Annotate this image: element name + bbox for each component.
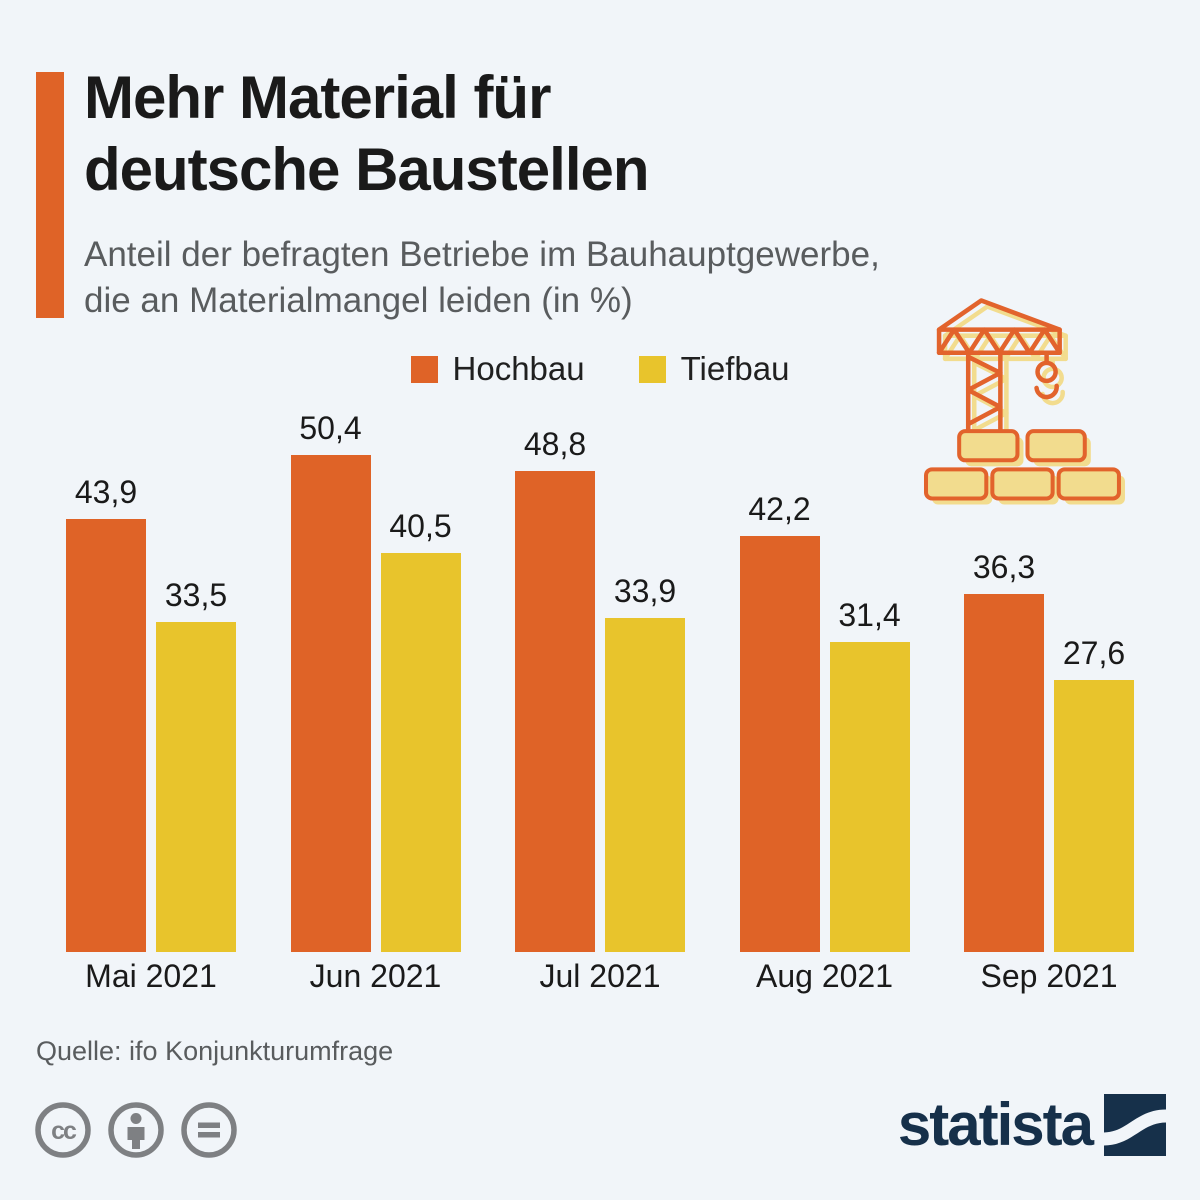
page-title: Mehr Material für deutsche Baustellen xyxy=(84,62,650,206)
subtitle-line-2: die an Materialmangel leiden (in %) xyxy=(84,280,633,320)
svg-text:cc: cc xyxy=(51,1117,77,1145)
bar-tiefbau xyxy=(1054,680,1134,952)
bar-value-label: 33,5 xyxy=(164,577,228,613)
bar-value-label: 42,2 xyxy=(748,491,811,527)
bar-column: 50,4 xyxy=(290,410,371,952)
bar-pair: 43,9 33,5 xyxy=(66,410,236,952)
chart-legend: Hochbau Tiefbau xyxy=(0,350,1200,388)
bar-hochbau xyxy=(964,594,1044,952)
bar-group: 50,4 40,5 Jun 2021 xyxy=(290,410,461,995)
bar-value-label: 31,4 xyxy=(838,597,901,633)
bar-hochbau xyxy=(290,455,371,952)
subtitle-line-1: Anteil der befragten Betriebe im Bauhaup… xyxy=(84,235,880,274)
bar-value-label: 43,9 xyxy=(74,474,138,510)
bar-column: 31,4 xyxy=(829,597,910,952)
bar-group: 36,3 27,6 Sep 2021 xyxy=(964,410,1134,995)
bar-value-label: 27,6 xyxy=(1062,635,1126,671)
bar-hochbau xyxy=(66,519,146,952)
bar-tiefbau xyxy=(829,642,910,952)
bar-column: 42,2 xyxy=(739,491,820,952)
bar-group: 48,8 33,9 Jul 2021 xyxy=(515,410,685,995)
bar-hochbau xyxy=(739,536,820,952)
bar-value-label: 33,9 xyxy=(613,573,677,609)
page-subtitle: Anteil der befragten Betriebe im Bauhaup… xyxy=(84,232,880,323)
bar-hochbau xyxy=(515,471,595,952)
legend-label: Tiefbau xyxy=(680,350,790,387)
bar-column: 27,6 xyxy=(1054,635,1134,952)
category-label: Jun 2021 xyxy=(309,958,442,994)
bar-chart: 43,9 33,5 Mai 2021 50,4 40,5 Jun 2021 48,8 33,9… xyxy=(66,410,1134,995)
bar-pair: 36,3 27,6 xyxy=(964,410,1134,952)
statista-logo: statista xyxy=(898,1094,1166,1156)
statista-s-curve-logo xyxy=(1104,1094,1166,1156)
bar-group: 43,9 33,5 Mai 2021 xyxy=(66,410,236,995)
bar-column: 43,9 xyxy=(66,474,146,952)
bar-tiefbau xyxy=(156,622,236,952)
title-line-1: Mehr Material für xyxy=(84,64,551,131)
legend-label: Hochbau xyxy=(452,350,585,387)
bar-pair: 42,2 31,4 xyxy=(739,410,910,952)
statista-wordmark: statista xyxy=(897,1091,1094,1158)
bar-pair: 48,8 33,9 xyxy=(515,410,685,952)
bar-value-label: 50,4 xyxy=(299,410,362,446)
category-label: Aug 2021 xyxy=(755,958,893,994)
category-label: Mai 2021 xyxy=(85,958,217,994)
bar-value-label: 48,8 xyxy=(523,426,587,462)
bar-column: 33,9 xyxy=(605,573,685,952)
bar-value-label: 36,3 xyxy=(972,549,1036,585)
license-icons: cc xyxy=(34,1101,238,1159)
title-line-2: deutsche Baustellen xyxy=(84,136,650,203)
bar-column: 33,5 xyxy=(156,577,236,952)
category-label: Sep 2021 xyxy=(980,958,1118,994)
bar-column: 48,8 xyxy=(515,426,595,952)
attribution-person-icon xyxy=(108,1102,164,1158)
bar-group: 42,2 31,4 Aug 2021 xyxy=(739,410,910,995)
source-text: Quelle: ifo Konjunkturumfrage xyxy=(36,1036,394,1066)
accent-bar xyxy=(36,72,64,318)
bar-value-label: 40,5 xyxy=(389,508,452,544)
bar-column: 40,5 xyxy=(380,508,461,952)
bar-tiefbau xyxy=(380,553,461,952)
bar-tiefbau xyxy=(605,618,685,952)
legend-item-hochbau: Hochbau xyxy=(410,350,585,388)
legend-swatch xyxy=(638,355,666,383)
legend-item-tiefbau: Tiefbau xyxy=(638,350,790,388)
bar-pair: 50,4 40,5 xyxy=(290,410,461,952)
construction-crane-icon xyxy=(924,298,1125,505)
bar-column: 36,3 xyxy=(964,549,1044,952)
legend-swatch xyxy=(410,355,438,383)
no-derivatives-equals-icon xyxy=(181,1102,237,1158)
cc-icon: cc xyxy=(35,1102,91,1158)
category-label: Jul 2021 xyxy=(539,958,661,994)
